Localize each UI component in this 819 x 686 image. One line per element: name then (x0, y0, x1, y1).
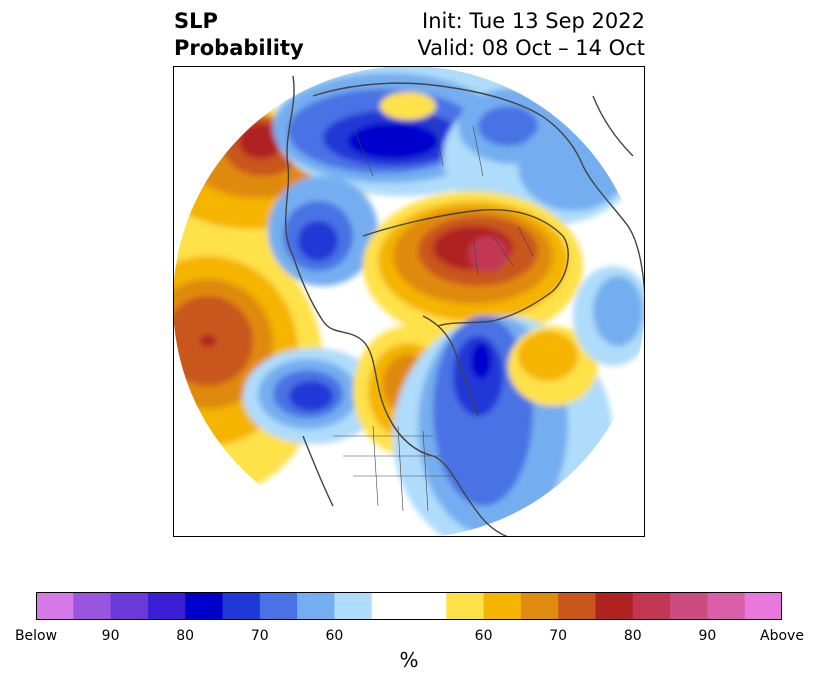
colorbar-cell (483, 592, 522, 620)
colorbar-cell (558, 592, 596, 620)
colorbar-tick-label: 70 (250, 628, 269, 644)
colorbar-tick-label: Above (760, 628, 804, 644)
colorbar-tick-label: 70 (549, 628, 568, 644)
map-date-info: Init: Tue 13 Sep 2022 Valid: 08 Oct – 14… (417, 8, 645, 62)
colorbar (36, 592, 782, 620)
colorbar-tick-label: 60 (474, 628, 493, 644)
colorbar-cell (446, 592, 485, 620)
colorbar-cell (334, 592, 373, 620)
region-east-pacific-low (243, 348, 383, 444)
init-date: Init: Tue 13 Sep 2022 (422, 9, 645, 33)
colorbar-tick-label: 90 (698, 628, 717, 644)
colorbar-cell (222, 592, 261, 620)
colorbar-cell (632, 592, 671, 620)
colorbar-cell (259, 592, 298, 620)
colorbar-cell (371, 592, 410, 620)
probability-map (173, 66, 645, 537)
colorbar-cell (670, 592, 708, 620)
colorbar-tick-label: 90 (101, 628, 120, 644)
region-atlantic-ridge (508, 266, 645, 406)
borders (333, 115, 534, 512)
colorbar-cell (147, 592, 186, 620)
colorbar-cell (36, 592, 74, 620)
title-type: Probability (174, 36, 304, 60)
colorbar-cell (110, 592, 149, 620)
colorbar-cell (595, 592, 634, 620)
region-east-asia-low (268, 176, 378, 286)
colorbar-tick-label: 60 (325, 628, 344, 644)
colorbar-cell (520, 592, 559, 620)
map-title: SLP Probability (174, 8, 304, 62)
colorbar-cell (185, 592, 223, 620)
coastlines (284, 75, 645, 537)
colorbar-cell (73, 592, 112, 620)
colorbar-tick-label: 80 (623, 628, 642, 644)
colorbar-cell (744, 592, 782, 620)
colorbar-tick-label: 80 (176, 628, 195, 644)
title-variable: SLP (174, 9, 218, 33)
colorbar-unit: % (399, 648, 419, 672)
colorbar-cell (409, 592, 447, 620)
map-frame (173, 66, 645, 537)
colorbar-cell (297, 592, 335, 620)
valid-range: Valid: 08 Oct – 14 Oct (417, 36, 645, 60)
colorbar-cell (707, 592, 746, 620)
colorbar-tick-label: Below (14, 628, 58, 644)
